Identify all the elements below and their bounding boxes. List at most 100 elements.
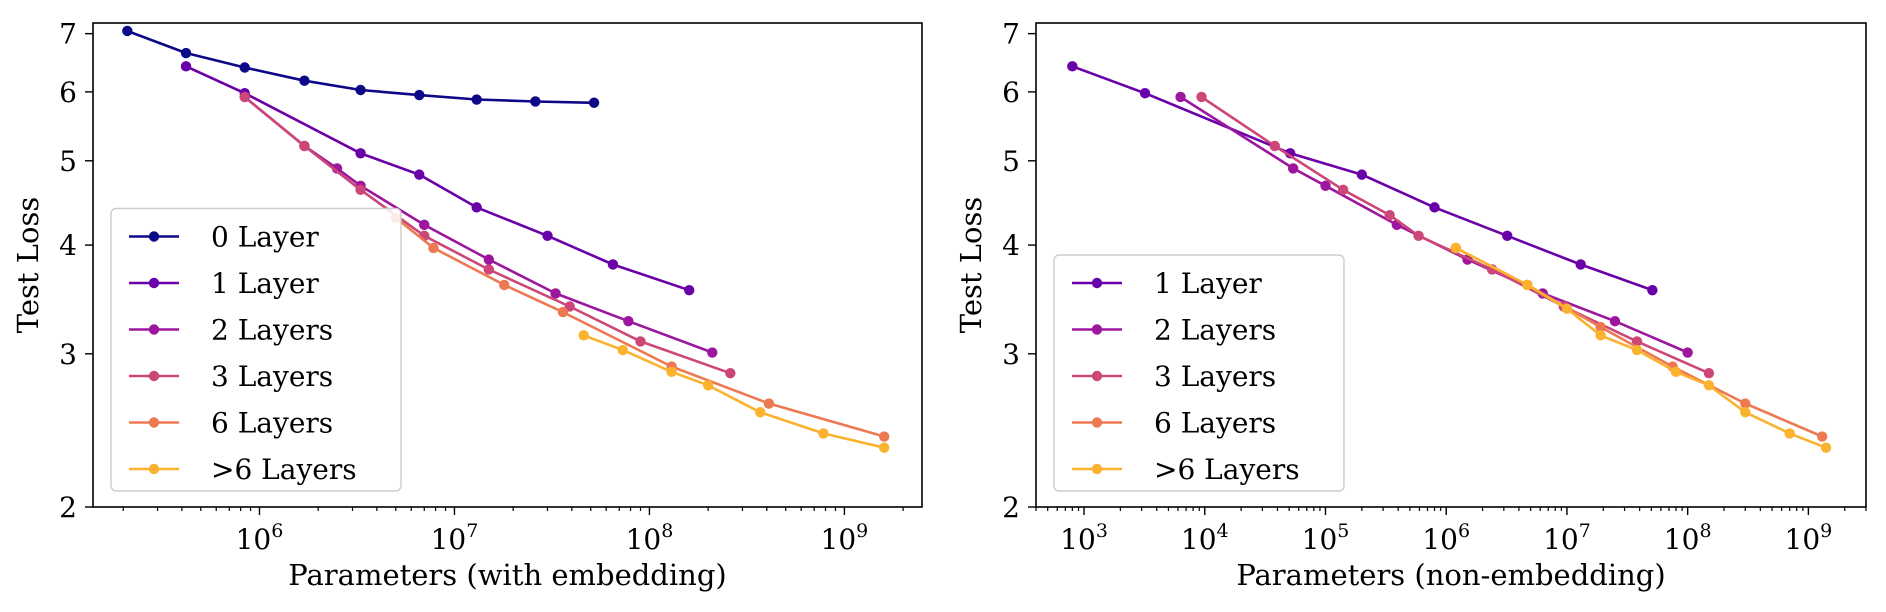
y-tick-label: 5 (1002, 145, 1020, 178)
series-line (185, 65, 690, 292)
legend-label: >6 Layers (1154, 453, 1300, 486)
data-point (180, 61, 192, 72)
data-point (1595, 330, 1606, 341)
data-point (763, 398, 775, 409)
y-tick-label: 4 (1002, 229, 1020, 262)
data-point (578, 330, 589, 341)
data-point (635, 336, 646, 347)
x-tick-exponent: 3 (1096, 520, 1108, 542)
data-point (1320, 180, 1331, 191)
x-tick-exponent: 4 (1217, 520, 1229, 542)
data-point (879, 442, 890, 453)
data-point (818, 428, 829, 439)
x-tick-exponent: 6 (1458, 520, 1470, 542)
data-point (1561, 303, 1573, 314)
y-tick-label: 3 (1002, 338, 1020, 371)
data-point (471, 94, 482, 105)
legend-marker (1091, 370, 1103, 382)
y-tick-label: 6 (1002, 76, 1020, 109)
y-axis-label: Test Loss (954, 197, 988, 334)
x-tick-base: 10 (1664, 523, 1700, 556)
x-tick-base: 10 (431, 523, 467, 556)
plot-frame (92, 22, 923, 508)
data-point (1284, 148, 1296, 159)
legend-box (110, 207, 402, 492)
data-point (702, 380, 714, 391)
data-point (428, 242, 439, 254)
legend-label: 6 Layers (211, 407, 333, 440)
legend-label: 3 Layers (211, 360, 333, 393)
data-point (1575, 259, 1586, 270)
data-point (499, 279, 510, 291)
data-point (623, 316, 634, 327)
data-point (180, 47, 192, 59)
data-point (1287, 163, 1299, 174)
x-tick-label: 106 (1422, 520, 1470, 556)
data-point (1450, 242, 1461, 254)
x-tick-base: 10 (1302, 523, 1338, 556)
legend-label: 1 Layer (211, 267, 319, 300)
y-tick-label: 6 (59, 76, 77, 109)
x-tick-base: 10 (1060, 523, 1096, 556)
series-line (1071, 65, 1653, 292)
data-point (607, 259, 619, 270)
x-tick-exponent: 8 (661, 520, 673, 542)
data-point (879, 431, 890, 442)
series-line (243, 95, 731, 375)
data-point (1820, 442, 1832, 453)
data-point (1175, 91, 1186, 103)
data-point (483, 254, 494, 265)
data-point (1740, 407, 1751, 418)
x-tick-exponent: 6 (271, 520, 283, 542)
data-point (1631, 336, 1643, 347)
data-point (299, 140, 310, 152)
y-tick-label: 7 (59, 18, 77, 51)
legend-box (1053, 254, 1345, 492)
x-tick-exponent: 8 (1699, 520, 1711, 542)
legend-marker (1091, 463, 1103, 475)
data-point (355, 184, 366, 196)
data-point (239, 62, 250, 73)
x-tick-base: 10 (1543, 523, 1579, 556)
legend-label: 0 Layer (211, 221, 319, 254)
data-point (1703, 380, 1715, 391)
x-tick-label: 107 (1543, 520, 1591, 556)
data-point (1522, 279, 1533, 291)
legend: 1 Layer 2 Layers 3 Layers 6 Layers >6 Layers (1053, 254, 1345, 492)
data-point (1647, 284, 1658, 296)
x-axis-label: Parameters (non-embedding) (1236, 558, 1665, 592)
data-point (1337, 184, 1349, 196)
legend-label: 2 Layers (1154, 314, 1276, 347)
x-tick-label: 105 (1302, 520, 1350, 556)
x-tick-label: 106 (236, 520, 284, 556)
x-tick-base: 10 (1181, 523, 1217, 556)
data-point (1429, 202, 1440, 213)
legend-marker (148, 417, 160, 428)
data-point (414, 89, 425, 101)
data-point (1356, 169, 1368, 180)
data-point (483, 264, 494, 275)
data-point (1609, 316, 1621, 327)
data-point (122, 25, 133, 37)
y-tick-label: 2 (59, 491, 77, 524)
data-point (550, 288, 561, 299)
data-point (1682, 347, 1693, 358)
data-point (557, 306, 569, 318)
x-tick-base: 10 (1785, 523, 1821, 556)
plot-frame (1035, 22, 1867, 508)
y-tick-label: 5 (59, 145, 77, 178)
data-point (1413, 230, 1424, 241)
series-group (1067, 61, 1832, 453)
data-point (1631, 344, 1643, 356)
data-point (617, 344, 628, 356)
y-axis-label: Test Loss (11, 197, 45, 334)
data-point (1067, 61, 1078, 72)
x-tick-exponent: 7 (1579, 520, 1591, 542)
data-point (542, 230, 553, 241)
data-point (1502, 230, 1513, 241)
series-line (394, 216, 885, 438)
data-point (1784, 428, 1795, 439)
